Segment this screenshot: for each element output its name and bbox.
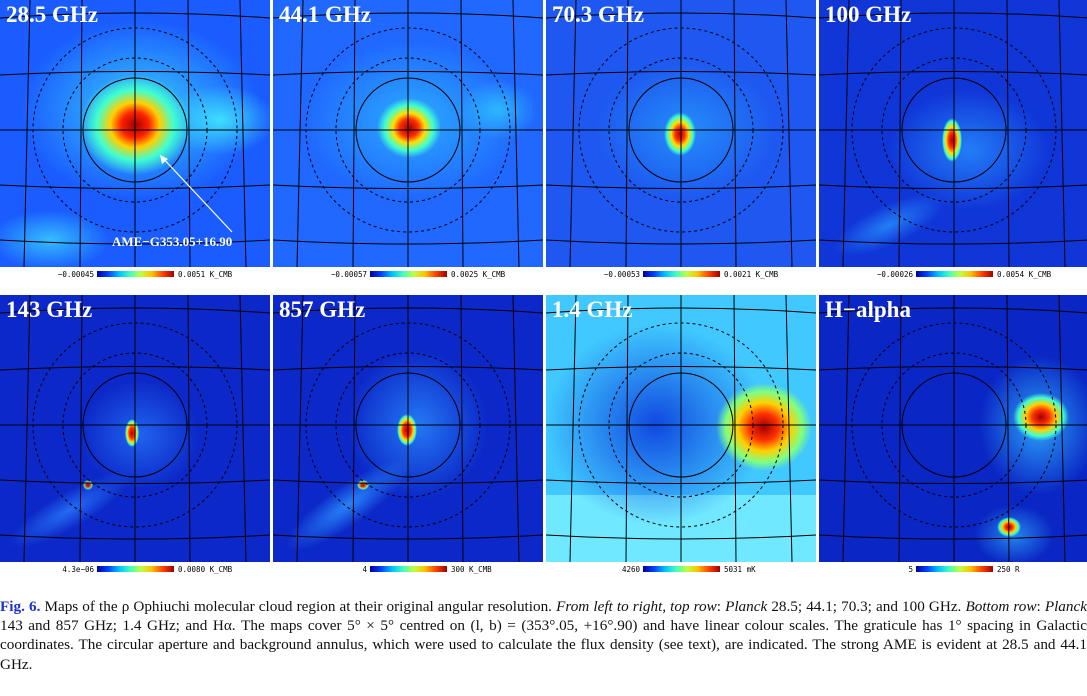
colour-bar: −0.00053 0.0021 K_CMB: [546, 268, 816, 282]
caption-italic: Bottom row: [965, 598, 1037, 615]
panel-title: 70.3 GHz: [552, 2, 644, 27]
caption-text: :: [1036, 598, 1045, 615]
caption-text: Maps of the ρ Ophiuchi molecular cloud r…: [40, 598, 557, 615]
panel-title: 28.5 GHz: [6, 2, 98, 27]
colour-scale: [643, 566, 720, 572]
panel-title: 100 GHz: [825, 2, 912, 27]
map-image: [819, 0, 1087, 267]
figure-caption: Fig. 6. Maps of the ρ Ophiuchi molecular…: [0, 597, 1087, 674]
colour-bar-min: −0.00053: [603, 270, 640, 279]
ame-annotation: AME−G353.05+16.90: [112, 234, 233, 249]
colour-scale: [916, 271, 993, 277]
colour-bar: 5 250 R: [819, 563, 1087, 577]
panel-title: 1.4 GHz: [552, 297, 633, 322]
colour-bar: −0.00057 0.0025 K_CMB: [273, 268, 543, 282]
figure-label[interactable]: Fig. 6.: [0, 598, 41, 615]
colour-bar: 4260 5031 mK: [546, 563, 816, 577]
map-image: [546, 295, 816, 562]
colour-bar-max: 0.0025 K_CMB: [451, 270, 506, 279]
caption-text: 28.5; 44.1; 70.3; and 100 GHz.: [767, 598, 966, 615]
colour-bar: 4.3e−06 0.0080 K_CMB: [0, 563, 270, 577]
map-image: [546, 0, 816, 267]
colour-bar-min: −0.00045: [57, 270, 94, 279]
colour-bar: −0.00045 0.0051 K_CMB: [0, 268, 270, 282]
colour-bar-max: 250 R: [997, 565, 1020, 574]
colour-bar-min: 4.3e−06: [62, 565, 94, 574]
map-image: [0, 0, 270, 267]
map-panel-44-1: 44.1 GHz −0.00057 0.0025 K_CMB: [273, 0, 543, 283]
caption-text: 143 and 857 GHz; 1.4 GHz; and Hα. The ma…: [0, 617, 1087, 673]
map-panel-1-4: 1.4 GHz 4260 5031 mK: [546, 295, 816, 578]
map-panel-100: 100 GHz −0.00026 0.0054 K_CMB: [819, 0, 1087, 283]
caption-italic: Planck: [725, 598, 768, 615]
colour-scale: [97, 271, 174, 277]
colour-bar-min: 4260: [621, 565, 640, 574]
panel-title: 44.1 GHz: [279, 2, 371, 27]
map-panel-143: 143 GHz 4.3e−06 0.0080 K_CMB: [0, 295, 270, 578]
colour-scale: [916, 566, 993, 572]
colour-scale: [97, 566, 174, 572]
map-panel-70-3: 70.3 GHz −0.00053 0.0021 K_CMB: [546, 0, 816, 283]
colour-bar-max: 0.0051 K_CMB: [178, 270, 233, 279]
caption-italic: From left to right, top row: [556, 598, 717, 615]
colour-bar-max: 0.0021 K_CMB: [724, 270, 779, 279]
map-image: [273, 295, 543, 562]
map-image: [819, 295, 1087, 562]
colour-scale: [643, 271, 720, 277]
colour-bar: −0.00026 0.0054 K_CMB: [819, 268, 1087, 282]
colour-bar-max: 0.0054 K_CMB: [997, 270, 1052, 279]
map-panel-857: 857 GHz 4 300 K_CMB: [273, 295, 543, 578]
colour-bar-min: −0.00057: [330, 270, 367, 279]
panel-title: 857 GHz: [279, 297, 366, 322]
colour-scale: [370, 566, 447, 572]
colour-bar-max: 300 K_CMB: [451, 565, 492, 574]
colour-scale: [370, 271, 447, 277]
colour-bar-max: 5031 mK: [724, 565, 756, 574]
map-panel-28-5: 28.5 GHz AME−G353.05+16.90 −0.00045 0.00…: [0, 0, 270, 283]
colour-bar-max: 0.0080 K_CMB: [178, 565, 233, 574]
panel-title: 143 GHz: [6, 297, 93, 322]
colour-bar-min: 4: [362, 565, 367, 574]
colour-bar: 4 300 K_CMB: [273, 563, 543, 577]
panel-title: H−alpha: [825, 297, 911, 322]
colour-bar-min: 5: [908, 565, 913, 574]
colour-bar-min: −0.00026: [876, 270, 913, 279]
map-image: [273, 0, 543, 267]
map-image: [0, 295, 270, 562]
caption-text: :: [716, 598, 726, 615]
map-panel-h-alpha: H−alpha 5 250 R: [819, 295, 1087, 578]
caption-italic: Planck: [1044, 598, 1087, 615]
